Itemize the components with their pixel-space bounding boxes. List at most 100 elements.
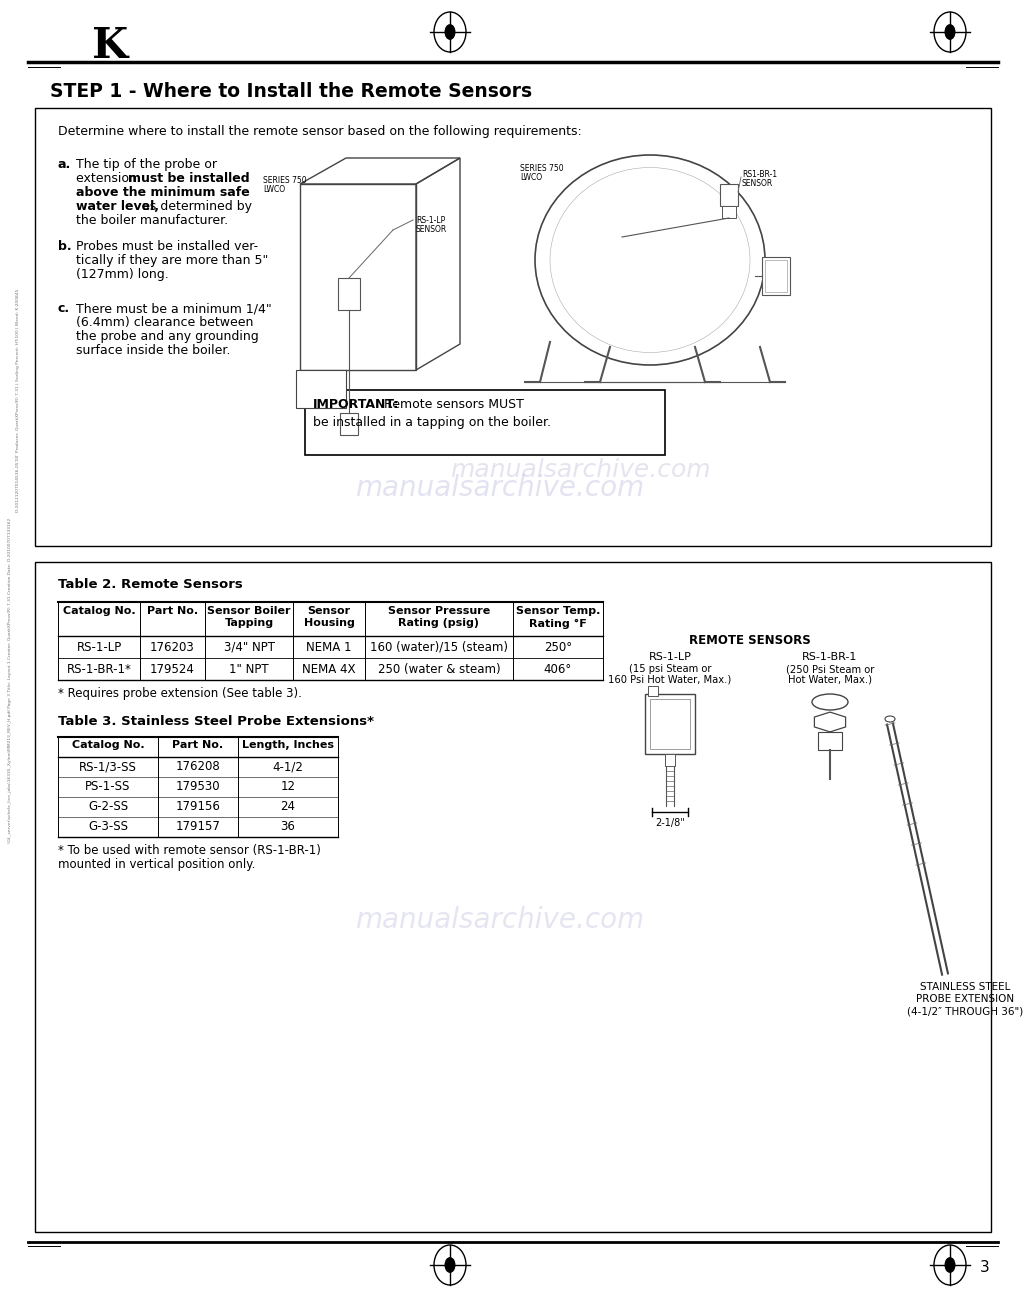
Text: the probe and any grounding: the probe and any grounding bbox=[76, 330, 259, 343]
Text: (250 Psi Steam or: (250 Psi Steam or bbox=[786, 664, 874, 674]
Text: * Requires probe extension (See table 3).: * Requires probe extension (See table 3)… bbox=[58, 687, 302, 700]
Text: LWCO: LWCO bbox=[520, 172, 542, 181]
Bar bbox=[645, 693, 695, 754]
Bar bbox=[305, 390, 665, 455]
Text: RS-1/3-SS: RS-1/3-SS bbox=[79, 759, 136, 772]
Text: PROBE EXTENSION: PROBE EXTENSION bbox=[916, 994, 1014, 1004]
Bar bbox=[818, 732, 842, 750]
Text: RS-1-LP: RS-1-LP bbox=[76, 642, 122, 654]
Text: RS1-BR-1: RS1-BR-1 bbox=[742, 170, 777, 179]
Text: as determined by: as determined by bbox=[139, 200, 252, 213]
Text: surface inside the boiler.: surface inside the boiler. bbox=[76, 343, 231, 356]
Text: Sensor Temp.
Rating °F: Sensor Temp. Rating °F bbox=[516, 607, 600, 629]
Text: Table 3. Stainless Steel Probe Extensions*: Table 3. Stainless Steel Probe Extension… bbox=[58, 715, 374, 728]
Bar bbox=[295, 369, 346, 408]
Text: SENSOR: SENSOR bbox=[742, 179, 774, 188]
Text: extension: extension bbox=[76, 172, 141, 185]
Text: SERIES 750: SERIES 750 bbox=[263, 176, 307, 185]
Text: * To be used with remote sensor (RS-1-BR-1): * To be used with remote sensor (RS-1-BR… bbox=[58, 844, 321, 857]
Text: b.: b. bbox=[58, 240, 72, 253]
Text: Table 2. Remote Sensors: Table 2. Remote Sensors bbox=[58, 578, 243, 591]
Text: 176208: 176208 bbox=[175, 759, 221, 772]
Text: RS-1-BR-1: RS-1-BR-1 bbox=[802, 652, 858, 662]
Text: (4-1/2″ THROUGH 36"): (4-1/2″ THROUGH 36") bbox=[907, 1006, 1023, 1016]
Text: 160 Psi Hot Water, Max.): 160 Psi Hot Water, Max.) bbox=[608, 675, 732, 686]
Text: Hot Water, Max.): Hot Water, Max.) bbox=[788, 675, 872, 686]
Text: G-2-SS: G-2-SS bbox=[88, 800, 128, 813]
Text: above the minimum safe: above the minimum safe bbox=[76, 187, 249, 200]
Text: Sensor Boiler
Tapping: Sensor Boiler Tapping bbox=[207, 607, 290, 629]
Text: K: K bbox=[92, 25, 128, 67]
Text: 36: 36 bbox=[280, 820, 295, 833]
Bar bbox=[340, 413, 358, 435]
Text: Probes must be installed ver-: Probes must be installed ver- bbox=[76, 240, 259, 253]
Text: Part No.: Part No. bbox=[147, 607, 198, 616]
Bar bbox=[720, 184, 738, 206]
Text: be installed in a tapping on the boiler.: be installed in a tapping on the boiler. bbox=[313, 416, 551, 429]
Bar bbox=[338, 279, 360, 310]
Text: c.: c. bbox=[58, 302, 70, 315]
Ellipse shape bbox=[945, 25, 955, 39]
Ellipse shape bbox=[945, 1258, 955, 1273]
Bar bbox=[648, 686, 658, 696]
Text: 12: 12 bbox=[280, 780, 295, 793]
Ellipse shape bbox=[445, 25, 455, 39]
Text: 160 (water)/15 (steam): 160 (water)/15 (steam) bbox=[370, 642, 508, 654]
Text: LWCO: LWCO bbox=[263, 185, 285, 194]
Text: IMPORTANT:: IMPORTANT: bbox=[313, 398, 399, 411]
Text: 250 (water & steam): 250 (water & steam) bbox=[378, 664, 501, 677]
Text: tically if they are more than 5": tically if they are more than 5" bbox=[76, 254, 269, 267]
Text: NEMA 4X: NEMA 4X bbox=[303, 664, 356, 677]
Text: Sensor
Housing: Sensor Housing bbox=[304, 607, 354, 629]
Text: (6.4mm) clearance between: (6.4mm) clearance between bbox=[76, 316, 253, 329]
Text: 179157: 179157 bbox=[175, 820, 221, 833]
Text: Catalog No.: Catalog No. bbox=[63, 607, 135, 616]
Text: The tip of the probe or: The tip of the probe or bbox=[76, 158, 218, 171]
Bar bbox=[722, 206, 736, 218]
Text: D:20121207014536-05'00' Producer: QuarkXPress(R) 7.31 | Scaling Percent: HT:100 : D:20121207014536-05'00' Producer: QuarkX… bbox=[16, 288, 19, 512]
Text: Part No.: Part No. bbox=[172, 740, 224, 750]
Text: water level,: water level, bbox=[76, 200, 159, 213]
Text: \GL_server\schele_live_jobs\16335_Xylem\MM213_REV_H.pdf Page 3 Title: Layout 1 C: \GL_server\schele_live_jobs\16335_Xylem\… bbox=[8, 517, 12, 842]
Text: manualsarchive.com: manualsarchive.com bbox=[355, 906, 644, 934]
Text: the boiler manufacturer.: the boiler manufacturer. bbox=[76, 214, 228, 227]
Text: 2-1/8": 2-1/8" bbox=[656, 818, 685, 828]
Text: Determine where to install the remote sensor based on the following requirements: Determine where to install the remote se… bbox=[58, 124, 582, 137]
Bar bbox=[665, 754, 675, 766]
Text: 179156: 179156 bbox=[175, 800, 221, 813]
Text: (127mm) long.: (127mm) long. bbox=[76, 268, 168, 281]
Text: a.: a. bbox=[58, 158, 71, 171]
Text: RS-1-BR-1*: RS-1-BR-1* bbox=[67, 664, 131, 677]
Text: 250°: 250° bbox=[544, 642, 573, 654]
Text: 179530: 179530 bbox=[175, 780, 221, 793]
Text: 179524: 179524 bbox=[150, 664, 195, 677]
Text: mounted in vertical position only.: mounted in vertical position only. bbox=[58, 858, 255, 871]
Ellipse shape bbox=[445, 1258, 455, 1273]
Text: 3: 3 bbox=[980, 1261, 990, 1275]
Bar bbox=[35, 108, 991, 546]
Text: Sensor Pressure
Rating (psig): Sensor Pressure Rating (psig) bbox=[388, 607, 490, 629]
Text: 1" NPT: 1" NPT bbox=[229, 664, 269, 677]
Text: 24: 24 bbox=[280, 800, 295, 813]
Text: manualsarchive.com: manualsarchive.com bbox=[449, 457, 710, 482]
Ellipse shape bbox=[885, 715, 895, 722]
Text: (15 psi Steam or: (15 psi Steam or bbox=[629, 664, 711, 674]
Text: PS-1-SS: PS-1-SS bbox=[85, 780, 130, 793]
Text: 4-1/2: 4-1/2 bbox=[273, 759, 304, 772]
Text: G-3-SS: G-3-SS bbox=[88, 820, 128, 833]
Text: 3/4" NPT: 3/4" NPT bbox=[224, 642, 275, 654]
Text: STAINLESS STEEL: STAINLESS STEEL bbox=[920, 982, 1011, 991]
Bar bbox=[650, 699, 690, 749]
Text: REMOTE SENSORS: REMOTE SENSORS bbox=[689, 634, 811, 647]
Text: manualsarchive.com: manualsarchive.com bbox=[355, 474, 644, 502]
Text: Length, Inches: Length, Inches bbox=[242, 740, 334, 750]
Text: must be installed: must be installed bbox=[128, 172, 249, 185]
Text: SERIES 750: SERIES 750 bbox=[520, 165, 563, 172]
Text: Catalog No.: Catalog No. bbox=[72, 740, 145, 750]
Bar bbox=[765, 260, 787, 292]
Text: STEP 1 - Where to Install the Remote Sensors: STEP 1 - Where to Install the Remote Sen… bbox=[50, 82, 532, 101]
Text: SENSOR: SENSOR bbox=[416, 226, 447, 235]
Text: 176203: 176203 bbox=[150, 642, 195, 654]
Text: 406°: 406° bbox=[544, 664, 573, 677]
Text: Remote sensors MUST: Remote sensors MUST bbox=[380, 398, 524, 411]
